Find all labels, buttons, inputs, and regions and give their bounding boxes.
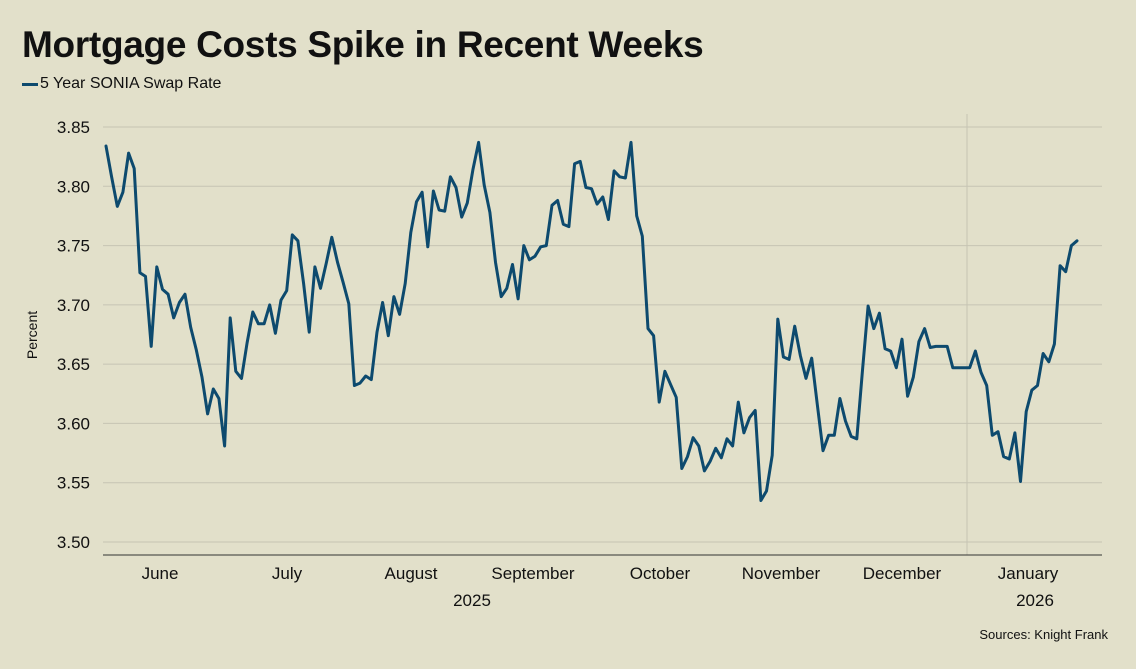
y-axis-label: Percent bbox=[24, 311, 40, 359]
legend: 5 Year SONIA Swap Rate bbox=[22, 75, 221, 93]
x-tick-label: October bbox=[630, 564, 691, 583]
x-tick-label: January bbox=[998, 564, 1059, 583]
legend-swatch bbox=[22, 82, 38, 86]
y-tick-label: 3.70 bbox=[57, 296, 90, 315]
source-note: Sources: Knight Frank bbox=[979, 627, 1108, 642]
x-tick-label: November bbox=[742, 564, 821, 583]
y-tick-label: 3.80 bbox=[57, 177, 90, 196]
x-tick-label: August bbox=[385, 564, 438, 583]
y-tick-label: 3.60 bbox=[57, 414, 90, 433]
y-tick-label: 3.55 bbox=[57, 474, 90, 493]
y-tick-label: 3.85 bbox=[57, 118, 90, 137]
x-year-label: 2026 bbox=[1016, 591, 1054, 610]
y-tick-label: 3.65 bbox=[57, 355, 90, 374]
legend-label: 5 Year SONIA Swap Rate bbox=[40, 75, 222, 92]
series-line bbox=[104, 140, 1079, 502]
y-tick-label: 3.50 bbox=[57, 533, 90, 552]
x-tick-label: December bbox=[863, 564, 942, 583]
x-tick-label: June bbox=[142, 564, 179, 583]
x-year-label: 2025 bbox=[453, 591, 491, 610]
x-tick-label: July bbox=[272, 564, 303, 583]
x-tick-label: September bbox=[491, 564, 574, 583]
y-tick-label: 3.75 bbox=[57, 237, 90, 256]
chart-title: Mortgage Costs Spike in Recent Weeks bbox=[22, 24, 704, 65]
